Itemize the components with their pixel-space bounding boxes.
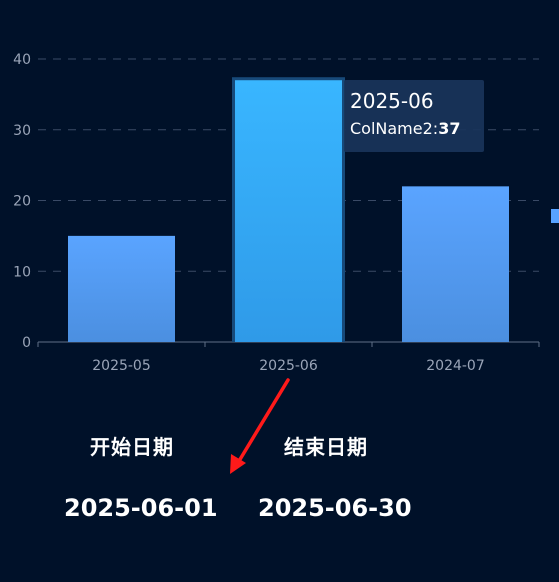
bar-2024-07[interactable] (402, 186, 509, 342)
end-date-value: 2025-06-30 (258, 494, 412, 522)
legend-marker (551, 209, 559, 223)
bars (68, 77, 509, 342)
red-arrow (230, 378, 290, 474)
tooltip-row: ColName2:37 (350, 119, 461, 138)
y-tick-label: 0 (22, 335, 31, 351)
start-date-value: 2025-06-01 (64, 494, 218, 522)
bar-chart: 0 10 20 30 40 2025-05 2025-06 2024-07 (13, 52, 540, 374)
axis-labels: 0 10 20 30 40 2025-05 2025-06 2024-07 (13, 52, 485, 374)
y-tick-label: 10 (13, 264, 31, 280)
x-tick-label: 2025-06 (259, 358, 318, 374)
bar-2025-06[interactable] (235, 80, 342, 342)
tooltip-value: 37 (438, 119, 461, 138)
axes (37, 341, 540, 347)
tooltip-title: 2025-06 (350, 89, 434, 113)
x-tick-label: 2025-05 (92, 358, 151, 374)
start-date-label: 开始日期 (90, 435, 174, 459)
chart-tooltip: 2025-06 ColName2:37 (344, 80, 484, 152)
y-tick-label: 40 (13, 52, 31, 68)
tooltip-series-name: ColName2 (350, 119, 433, 138)
end-date-label: 结束日期 (284, 435, 368, 459)
y-tick-label: 30 (13, 123, 31, 139)
x-tick-label: 2024-07 (426, 358, 485, 374)
bar-2025-05[interactable] (68, 235, 175, 342)
y-tick-label: 20 (13, 194, 31, 210)
